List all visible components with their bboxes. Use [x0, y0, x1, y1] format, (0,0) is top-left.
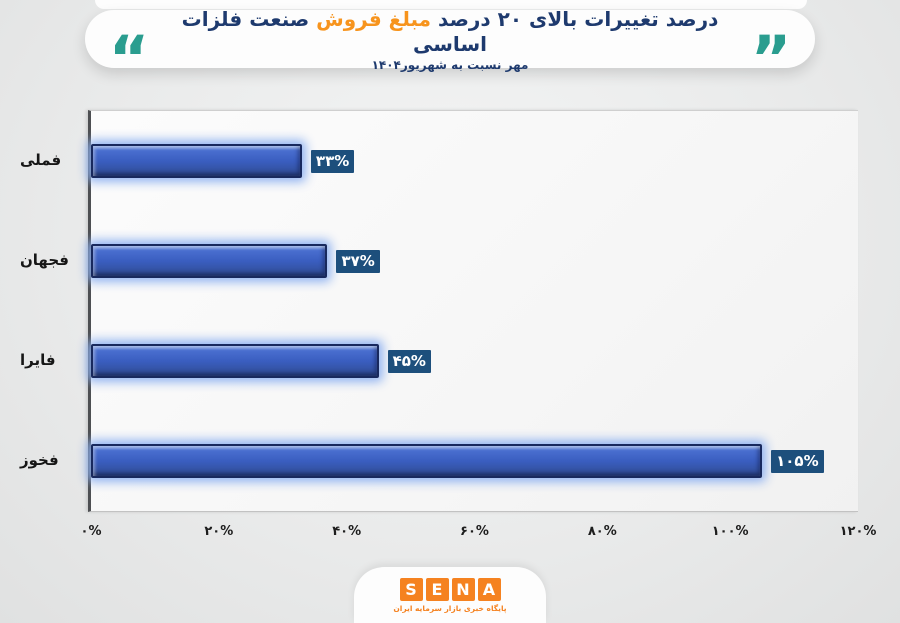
x-tick-label: ۲۰% — [204, 524, 234, 539]
chart-subtitle: مهر نسبت به شهریور۱۴۰۴ — [371, 57, 529, 72]
bar-row: ۱۰۵% — [91, 411, 858, 511]
x-tick-label: ۱۰۰% — [711, 524, 749, 539]
bar — [91, 144, 302, 178]
bar — [91, 444, 763, 478]
title-banner: “ درصد تغییرات بالای ۲۰ درصد مبلغ فروش ص… — [85, 7, 815, 90]
cutoff-card-top — [95, 0, 807, 9]
bar — [91, 344, 379, 378]
plot-area: ۳۳% ۳۷% ۴۵% ۱۰۵% — [88, 110, 858, 512]
category-label: فایرا — [20, 351, 56, 369]
bar-chart: فملی فجهان فایرا فخوز ۳۳% ۳۷% ۴۵% ۱۰۵% ۰% ۲۰% ۴۰… — [20, 110, 877, 554]
title-part-right: درصد تغییرات بالای ۲۰ درصد — [438, 6, 719, 31]
sena-tagline: پایگاه خبری بازار سرمایه ایران — [393, 603, 507, 613]
value-badge: ۴۵% — [387, 349, 431, 373]
x-tick-label: ۸۰% — [587, 524, 617, 539]
sena-logo-letter: N — [451, 577, 475, 601]
x-tick-label: ۶۰% — [460, 524, 489, 539]
category-label: فملی — [20, 151, 62, 169]
category-label: فخوز — [20, 451, 59, 469]
value-badge: ۱۰۵% — [771, 449, 824, 473]
x-tick-label: ۱۲۰% — [839, 524, 877, 539]
sena-logo-letter: A — [477, 577, 501, 601]
title-part-left: صنعت فلزات اساسی — [181, 6, 487, 56]
title-part-highlight: مبلغ فروش — [316, 6, 432, 31]
bar-row: ۳۳% — [91, 111, 858, 211]
value-badge: ۳۳% — [310, 149, 355, 173]
value-axis: ۰% ۲۰% ۴۰% ۶۰% ۸۰% ۱۰۰% ۱۲۰% — [81, 512, 877, 554]
category-label: فجهان — [20, 251, 69, 269]
value-badge: ۳۷% — [336, 249, 380, 273]
x-tick-label: ۰% — [80, 524, 102, 539]
category-axis: فملی فجهان فایرا فخوز — [20, 110, 88, 512]
sena-logo-letter: S — [399, 577, 423, 601]
sena-logo-letter: E — [425, 577, 449, 601]
title-block: درصد تغییرات بالای ۲۰ درصد مبلغ فروش صنع… — [155, 7, 745, 72]
x-tick-label: ۴۰% — [332, 524, 362, 539]
chart-title: درصد تغییرات بالای ۲۰ درصد مبلغ فروش صنع… — [155, 7, 745, 57]
bar-row: ۳۷% — [91, 211, 858, 311]
bar-row: ۴۵% — [91, 311, 858, 411]
bar — [91, 244, 328, 278]
